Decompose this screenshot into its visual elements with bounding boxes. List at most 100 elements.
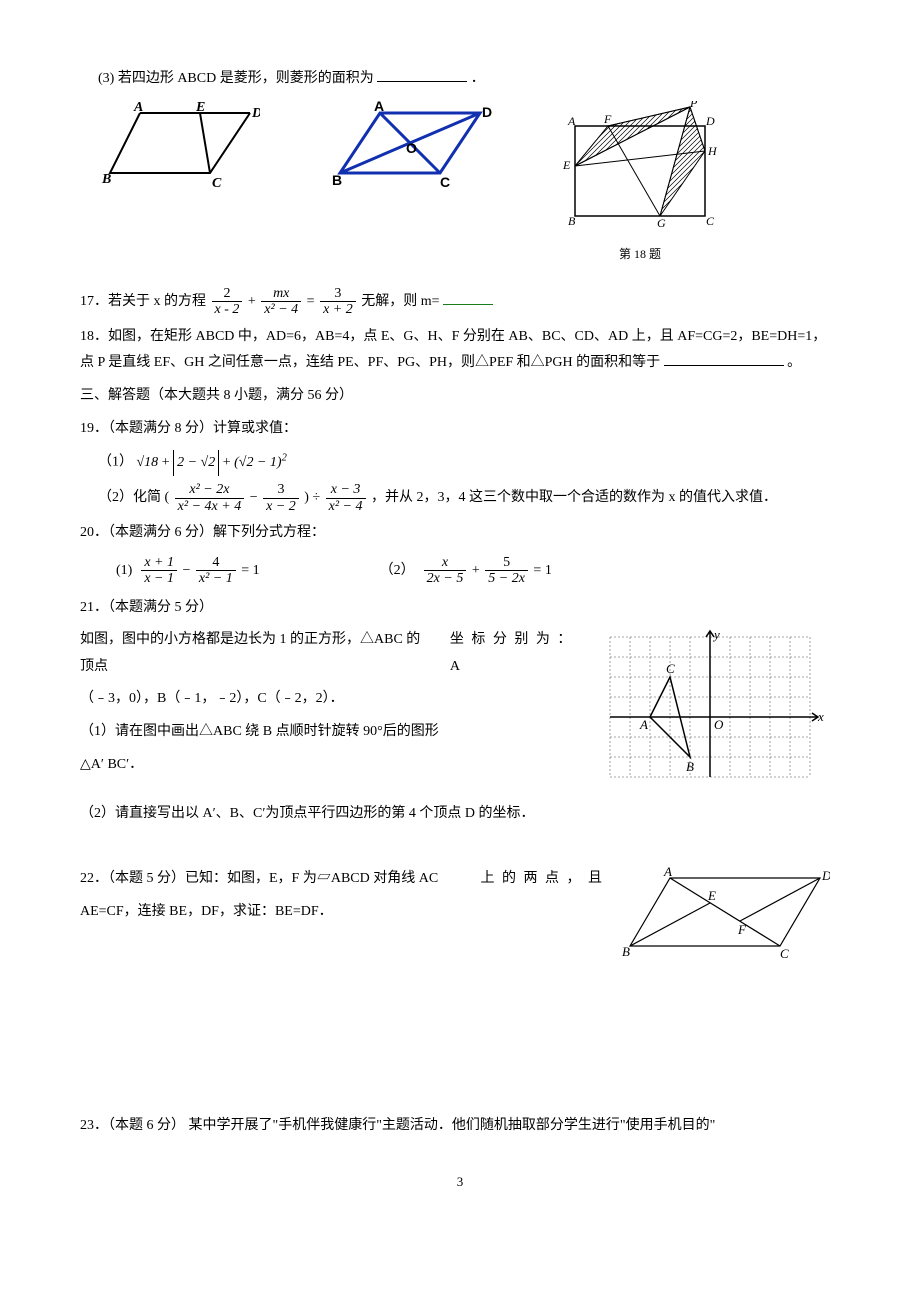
q19m1-sup: 2 (282, 452, 287, 463)
g-O: O (714, 717, 724, 732)
lbl-B: B (101, 172, 111, 187)
q19m2-d2: x − 2 (263, 499, 299, 514)
blank-16-3[interactable] (377, 67, 467, 82)
q20-2: （2） x2x − 5 + 55 − 2x = 1 (380, 555, 552, 587)
q22-l1a: 22．（本题 5 分）已知：如图，E，F 为▱ABCD 对角线 AC (80, 866, 438, 893)
q19m2-n1: x² − 2x (175, 482, 245, 498)
g-x: x (817, 709, 824, 724)
f18-H: H (707, 144, 718, 158)
q17-n3: 3 (320, 286, 356, 302)
fig-18-wrap: A D B C P F E G H 第 18 题 (560, 101, 720, 266)
f18-E: E (562, 158, 571, 172)
q21-l1a: 如图，图中的小方格都是边长为 1 的正方形，△ABC 的顶点 (80, 627, 430, 680)
q20m2-d1: 2x − 5 (424, 571, 467, 586)
q17-pre: 17．若关于 x 的方程 (80, 294, 206, 309)
figures-row: A E D B C A D B C O (100, 101, 840, 266)
f18-P: P (689, 101, 698, 110)
q20m1-d2: x² − 1 (196, 571, 236, 586)
g-A: A (639, 717, 648, 732)
q20m1-d1: x − 1 (141, 571, 177, 586)
f22-A: A (663, 866, 672, 879)
q16-3: (3) 若四边形 ABCD 是菱形，则菱形的面积为 ． (80, 66, 840, 93)
q16-3-text: (3) 若四边形 ABCD 是菱形，则菱形的面积为 (98, 71, 374, 86)
q22-l1b: 上 的 两 点 ， 且 (481, 866, 605, 893)
lbl-B2: B (332, 172, 342, 188)
page-number: 3 (80, 1170, 840, 1195)
f22-C: C (780, 946, 789, 961)
q17-n1: 2 (212, 286, 243, 302)
lbl-A: A (133, 101, 143, 115)
q20-row: (1) x + 1x − 1 − 4x² − 1 = 1 （2） x2x − 5… (80, 555, 840, 587)
q17-d2: x² − 4 (261, 302, 301, 317)
q19m1-a: √18 (137, 455, 159, 470)
f22-E: E (707, 888, 716, 903)
q20m2-n1: x (424, 555, 467, 571)
q19m2-d3: x² − 4 (326, 499, 366, 514)
f22-F: F (737, 922, 747, 937)
lbl-D: D (251, 106, 260, 121)
lbl-E: E (195, 101, 205, 115)
f18-G: G (657, 216, 666, 230)
q17-d3: x + 2 (320, 302, 356, 317)
q19-2-pre: （2）化简 ( (98, 491, 169, 506)
f18-C: C (706, 214, 715, 228)
g-y: y (712, 627, 720, 642)
lbl-C: C (212, 176, 222, 191)
lbl-D2: D (482, 104, 492, 120)
fig-16a: A E D B C (100, 101, 260, 191)
q17-mid: 无解，则 m= (361, 294, 439, 309)
lbl-A2: A (374, 101, 384, 114)
period: ． (471, 71, 485, 86)
q20m1-eq: = 1 (241, 563, 259, 578)
q19-1-pre: （1） (98, 455, 133, 470)
q19-head: 19．（本题满分 8 分）计算或求值： (80, 416, 840, 443)
f22-D: D (821, 868, 830, 883)
q20m2-eq: = 1 (533, 563, 551, 578)
q20m2-d2: 5 − 2x (485, 571, 528, 586)
q17: 17．若关于 x 的方程 2x - 2 + mxx² − 4 = 3x + 2 … (80, 286, 840, 318)
q20-1: (1) x + 1x − 1 − 4x² − 1 = 1 (116, 555, 260, 587)
q19m2-n2: 3 (263, 482, 299, 498)
blank-18[interactable] (664, 351, 784, 366)
blank-17[interactable] (443, 290, 493, 305)
q21-l5: （2）请直接写出以 A′、B、C′为顶点平行四边形的第 4 个顶点 D 的坐标． (80, 801, 840, 828)
q19m2-n3: x − 3 (326, 482, 366, 498)
f18-F: F (603, 112, 612, 126)
lbl-C2: C (440, 174, 450, 190)
q18-end: 。 (787, 355, 801, 370)
lbl-O2: O (406, 140, 417, 156)
q18-t1: 18．如图，在矩形 ABCD 中，AD=6，AB=4，点 E、G、H、F 分别在… (80, 329, 826, 344)
q21-head: 21．（本题满分 5 分） (80, 595, 840, 622)
grid-fig: A B C O x y (600, 627, 830, 787)
q20m1-n1: x + 1 (141, 555, 177, 571)
section-3-title: 三、解答题（本大题共 8 小题，满分 56 分） (80, 383, 840, 410)
fig-18: A D B C P F E G H (560, 101, 720, 231)
f18-A: A (567, 114, 576, 128)
q19m1-b: 2 − √2 (173, 450, 219, 477)
q20m1-n2: 4 (196, 555, 236, 571)
fig18-cap: 第 18 题 (560, 243, 720, 266)
q20-head: 20．（本题满分 6 分）解下列分式方程： (80, 520, 840, 547)
q22-body: A D B C E F 22．（本题 5 分）已知：如图，E，F 为▱ABCD … (80, 866, 840, 974)
q19-2-mid: ，并从 2，3，4 这三个数中取一个合适的数作为 x 的值代入求值． (371, 491, 777, 506)
q17-d1: x - 2 (212, 302, 243, 317)
q19m1-c: (√2 − 1) (234, 455, 281, 470)
fig-16b: A D B C O (320, 101, 500, 191)
q18-t2: 点 P 是直线 EF、GH 之间任意一点，连结 PE、PF、PG、PH，则△PE… (80, 355, 660, 370)
q18: 18．如图，在矩形 ABCD 中，AD=6，AB=4，点 E、G、H、F 分别在… (80, 324, 840, 377)
f22-B: B (622, 944, 630, 959)
q21-l1b: 坐 标 分 别 为 ： A (450, 627, 584, 680)
g-C: C (666, 661, 675, 676)
q20m2-n2: 5 (485, 555, 528, 571)
q19-1: （1） √18 + 2 − √2 + (√2 − 1)2 (80, 448, 840, 476)
q23: 23．（本题 6 分） 某中学开展了"手机伴我健康行"主题活动．他们随机抽取部分… (80, 1113, 840, 1140)
q20-1-lbl: (1) (116, 563, 132, 578)
f18-D: D (705, 114, 715, 128)
q17-n2: mx (261, 286, 301, 302)
q19m2-d1: x² − 4x + 4 (175, 499, 245, 514)
q19-2: （2）化简 ( x² − 2xx² − 4x + 4 − 3x − 2 ) ÷ … (80, 482, 840, 514)
q20-2-lbl: （2） (380, 563, 415, 578)
fig-22: A D B C E F (620, 866, 830, 966)
f18-B: B (568, 214, 576, 228)
g-B: B (686, 759, 694, 774)
